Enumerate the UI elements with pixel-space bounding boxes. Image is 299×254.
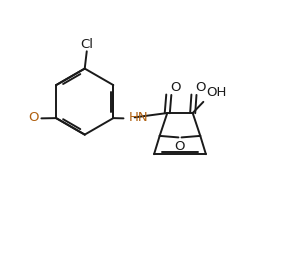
Text: HN: HN <box>129 111 149 124</box>
Text: O: O <box>175 140 185 153</box>
Text: OH: OH <box>206 86 227 99</box>
Text: O: O <box>170 81 181 94</box>
Text: O: O <box>28 111 38 124</box>
Text: Cl: Cl <box>80 38 93 51</box>
Text: O: O <box>195 81 206 94</box>
